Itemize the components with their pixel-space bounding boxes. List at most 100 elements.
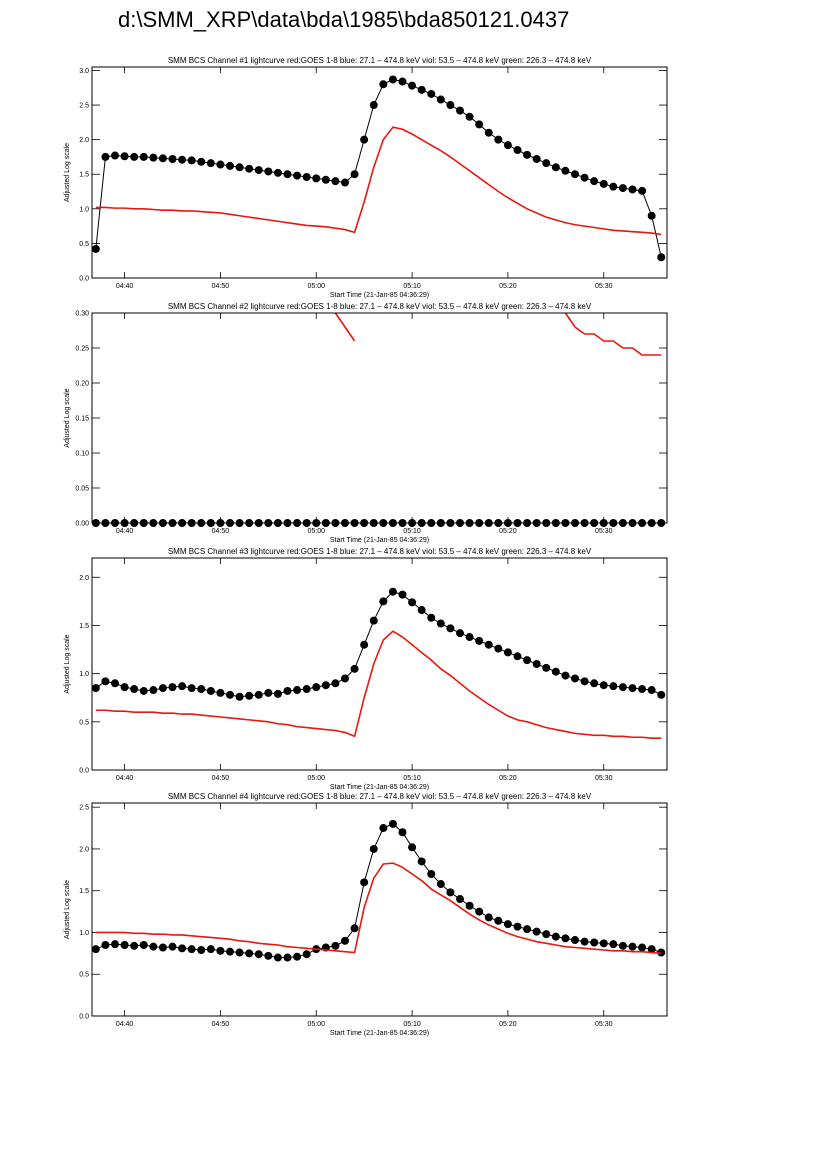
marker	[408, 843, 417, 852]
marker	[235, 692, 244, 701]
marker	[475, 636, 484, 645]
marker	[398, 590, 407, 599]
x-tick-label: 05:20	[499, 775, 517, 782]
marker	[369, 101, 378, 110]
x-tick-label: 05:20	[499, 283, 517, 290]
marker	[475, 907, 484, 916]
marker	[484, 913, 493, 922]
marker	[561, 934, 570, 943]
marker	[523, 925, 532, 934]
marker	[360, 640, 369, 649]
marker	[647, 945, 656, 954]
marker	[388, 587, 397, 596]
marker	[657, 690, 666, 699]
marker	[302, 172, 311, 181]
marker	[139, 941, 148, 949]
marker	[532, 660, 541, 668]
series-line	[95, 862, 662, 955]
y-tick-label: 0.0	[79, 768, 89, 775]
marker	[264, 951, 273, 960]
marker	[513, 922, 522, 931]
marker	[293, 952, 302, 961]
series-line	[95, 630, 662, 739]
y-axis-label: Adjusted Log scale	[64, 634, 71, 693]
marker	[360, 878, 369, 887]
marker	[264, 688, 273, 697]
marker	[149, 942, 158, 951]
x-tick-label: 04:40	[116, 775, 134, 782]
y-tick-label: 0.10	[75, 451, 89, 458]
marker	[657, 253, 666, 262]
marker	[638, 943, 647, 952]
y-tick-label: 0.05	[75, 486, 89, 493]
marker	[130, 685, 139, 694]
marker	[417, 85, 426, 94]
marker	[111, 679, 119, 688]
marker	[388, 819, 397, 828]
marker	[341, 936, 349, 945]
marker	[120, 941, 129, 949]
marker	[130, 152, 139, 161]
marker	[197, 157, 206, 166]
marker	[91, 244, 100, 253]
marker	[446, 888, 455, 897]
marker	[139, 152, 148, 161]
y-tick-label: 2.0	[79, 846, 89, 853]
marker	[551, 932, 560, 941]
marker	[321, 175, 330, 184]
marker	[580, 937, 589, 946]
marker	[350, 924, 359, 933]
marker	[360, 135, 369, 144]
marker	[647, 211, 656, 220]
marker	[456, 895, 464, 904]
marker	[293, 686, 302, 695]
plot-frame	[91, 557, 668, 771]
x-tick-label: 04:50	[212, 528, 230, 535]
marker	[408, 81, 417, 90]
y-tick-label: 3.0	[79, 68, 89, 75]
marker	[503, 648, 512, 657]
y-tick-label: 1.0	[79, 930, 89, 937]
y-tick-label: 0.00	[75, 521, 89, 528]
marker	[628, 684, 637, 693]
marker	[273, 689, 282, 698]
marker	[331, 679, 340, 688]
marker	[571, 170, 579, 179]
y-tick-label: 0.5	[79, 719, 89, 726]
x-axis-label: Start Time (21-Jan-85 04:36:29)	[330, 784, 429, 791]
marker	[417, 606, 426, 615]
marker	[609, 682, 618, 691]
x-tick-label: 05:30	[595, 528, 613, 535]
marker	[465, 633, 474, 642]
marker	[216, 946, 225, 955]
panel: SMM BCS Channel #2 lightcurve red:GOES 1…	[64, 302, 668, 544]
marker	[618, 184, 627, 193]
marker	[206, 945, 215, 954]
x-tick-label: 05:30	[595, 775, 613, 782]
marker	[331, 177, 340, 186]
marker	[638, 685, 647, 694]
marker	[254, 690, 263, 699]
marker	[178, 155, 187, 164]
y-tick-label: 0.15	[75, 416, 89, 423]
y-tick-label: 0.20	[75, 381, 89, 388]
x-tick-label: 04:40	[116, 283, 134, 290]
marker	[475, 120, 484, 129]
marker	[226, 947, 234, 956]
marker	[178, 682, 187, 691]
marker	[235, 163, 244, 172]
marker	[264, 167, 273, 176]
y-tick-label: 2.5	[79, 805, 89, 812]
marker	[302, 950, 311, 959]
marker	[609, 182, 618, 191]
series-line	[334, 312, 662, 356]
marker	[341, 674, 349, 683]
marker	[551, 667, 560, 676]
marker	[590, 679, 599, 688]
x-tick-label: 04:40	[116, 1021, 134, 1028]
marker	[561, 166, 570, 175]
marker	[120, 683, 129, 692]
marker	[369, 844, 378, 853]
panel-title: SMM BCS Channel #4 lightcurve red:GOES 1…	[168, 792, 592, 801]
marker	[456, 629, 464, 638]
